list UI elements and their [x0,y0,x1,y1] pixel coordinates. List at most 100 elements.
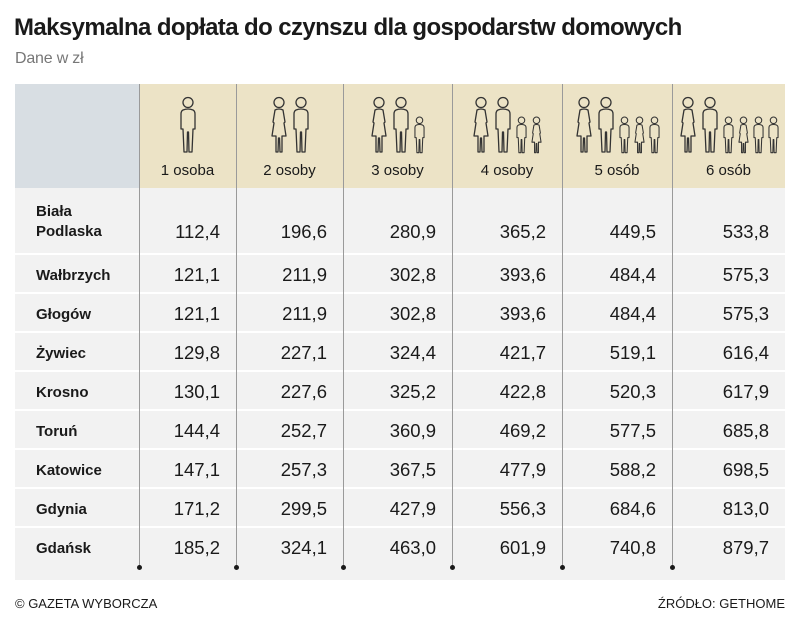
column-separator [452,84,453,566]
table-cell-value: 698,5 [722,459,769,480]
table-header-band [139,84,785,188]
table-cell-value: 171,2 [173,498,220,519]
person-icon [371,96,387,153]
child-icon [531,116,542,154]
table-cell-value: 227,6 [280,381,327,402]
row-city-label: Wałbrzych [36,267,111,284]
household-icons [672,92,785,154]
row-separator [15,448,785,450]
person-icon [292,96,309,153]
person-icon [495,96,511,153]
child-icon [648,116,660,154]
table-corner [15,84,139,188]
table-cell-value: 740,8 [609,537,656,558]
table-cell-value: 302,8 [389,303,436,324]
column-header: 5 osób [562,84,672,188]
table-cell-value: 280,9 [389,221,436,242]
row-city-label: Żywiec [36,345,87,362]
table-cell-value: 484,4 [609,264,656,285]
table-cell-value: 421,7 [499,342,546,363]
child-icon [737,116,749,154]
table-cell-value: 185,2 [173,537,220,558]
child-icon [722,116,734,154]
column-separator-dot [450,565,455,570]
household-icons [139,92,236,154]
table-cell-value: 393,6 [499,264,546,285]
person-icon [270,96,287,153]
chart-title: Maksymalna dopłata do czynszu dla gospod… [14,14,682,41]
column-label: 1 osoba [160,162,215,179]
child-icon [618,116,630,154]
table-cell-value: 144,4 [173,420,220,441]
table-cell-value: 324,4 [389,342,436,363]
table-cell-value: 813,0 [722,498,769,519]
table-cell-value: 879,7 [722,537,769,558]
column-separator [672,84,673,566]
table-cell-value: 360,9 [389,420,436,441]
table-cell-value: 520,3 [609,381,656,402]
table-cell-value: 129,8 [173,342,220,363]
column-header: 6 osób [672,84,785,188]
household-icons [236,92,343,154]
table-cell-value: 252,7 [280,420,327,441]
column-separator [343,84,344,566]
column-header: 3 osoby [343,84,452,188]
column-separator-dot [341,565,346,570]
table-cell-value: 147,1 [173,459,220,480]
column-header: 4 osoby [452,84,562,188]
table-cell-value: 519,1 [609,342,656,363]
table-cell-value: 588,2 [609,459,656,480]
row-city-label: Katowice [36,462,102,479]
column-separator [139,84,140,566]
person-icon [701,96,718,153]
table-cell-value: 616,4 [722,342,769,363]
household-icons [562,92,672,154]
row-city-label: Krosno [36,384,89,401]
person-icon [393,96,409,153]
table-cell-value: 685,8 [722,420,769,441]
table-cell-value: 299,5 [280,498,327,519]
table-cell-value: 121,1 [173,303,220,324]
child-icon [752,116,764,154]
column-label: 5 osób [594,162,640,179]
column-label: 2 osoby [263,162,316,179]
copyright-note: © GAZETA WYBORCZA [15,596,158,611]
table-cell-value: 617,9 [722,381,769,402]
row-separator [15,487,785,489]
row-separator [15,331,785,333]
table-cell-value: 112,4 [175,221,220,242]
table-cell-value: 575,3 [722,303,769,324]
column-separator-dot [670,565,675,570]
source-note: ŹRÓDŁO: GETHOME [657,596,785,611]
column-label: 6 osób [705,162,752,179]
row-city-label: Gdynia [36,501,87,518]
table-cell-value: 121,1 [173,264,220,285]
child-icon [633,116,645,154]
table-cell-value: 325,2 [389,381,436,402]
row-separator [15,292,785,294]
table-cell-value: 577,5 [609,420,656,441]
column-label: 4 osoby [480,162,534,179]
table-cell-value: 463,0 [389,537,436,558]
row-city-label: Biała Podlaska [36,203,102,240]
table-cell-value: 556,3 [499,498,546,519]
row-city-label: Gdańsk [36,540,92,557]
column-separator [236,84,237,566]
person-icon [179,96,196,153]
table-cell-value: 533,8 [722,221,769,242]
child-icon [767,116,779,154]
column-separator [562,84,563,566]
row-separator [15,253,785,255]
table-cell-value: 575,3 [722,264,769,285]
column-separator-dot [234,565,239,570]
column-header: 2 osoby [236,84,343,188]
table-cell-value: 422,8 [499,381,546,402]
column-separator-dot [560,565,565,570]
person-icon [679,96,696,153]
table-cell-value: 449,5 [609,221,656,242]
child-icon [516,116,527,154]
row-city-label: Toruń [36,423,78,440]
column-label: 3 osoby [371,162,424,179]
table-cell-value: 211,9 [282,264,327,285]
household-icons [343,92,452,154]
